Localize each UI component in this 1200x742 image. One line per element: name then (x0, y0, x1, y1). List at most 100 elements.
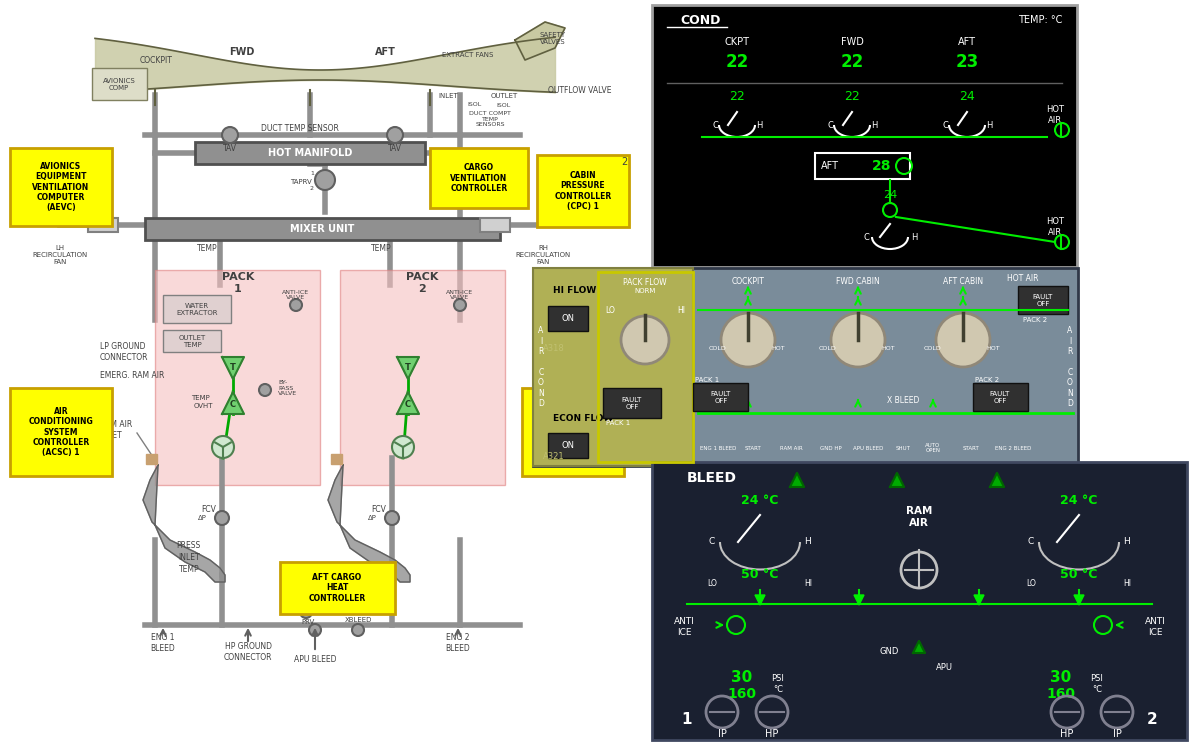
Polygon shape (515, 22, 565, 60)
Text: START: START (962, 445, 979, 450)
Text: AVIONICS
EQUIPMENT
VENTILATION
COMPUTER
(AEVC): AVIONICS EQUIPMENT VENTILATION COMPUTER … (32, 162, 90, 212)
Bar (598, 272, 692, 462)
Text: OUTFLOW VALVE: OUTFLOW VALVE (548, 85, 612, 94)
Polygon shape (890, 473, 904, 487)
Text: ISOL: ISOL (497, 102, 511, 108)
Text: LO: LO (605, 306, 614, 315)
Text: AFT CABIN: AFT CABIN (943, 277, 983, 286)
Text: AFT: AFT (374, 47, 396, 57)
Text: HOT
AIR: HOT AIR (1046, 217, 1064, 237)
Polygon shape (222, 392, 244, 414)
Text: ISOL: ISOL (468, 102, 482, 107)
Polygon shape (222, 357, 244, 379)
Bar (973, 383, 1028, 411)
Circle shape (259, 384, 271, 396)
Text: C: C (827, 120, 833, 130)
Text: C: C (404, 399, 412, 409)
Circle shape (830, 313, 884, 367)
Text: 1: 1 (310, 171, 314, 176)
Text: 22: 22 (840, 53, 864, 71)
Text: 23: 23 (955, 53, 979, 71)
Text: TEMP: TEMP (179, 565, 200, 574)
Polygon shape (1074, 595, 1084, 605)
Text: SAFETY
VALVES: SAFETY VALVES (540, 31, 566, 45)
Text: A321: A321 (542, 451, 565, 461)
Text: TEMP: °C: TEMP: °C (1018, 15, 1062, 25)
Bar (340, 270, 505, 485)
Bar (602, 388, 661, 418)
Text: 22: 22 (730, 90, 745, 102)
Text: FWD: FWD (840, 37, 864, 47)
Text: C: C (230, 399, 236, 409)
Text: FAULT
OFF: FAULT OFF (622, 396, 642, 410)
Circle shape (392, 436, 414, 458)
Text: BY-
PASS
VALVE: BY- PASS VALVE (278, 380, 298, 396)
Text: DUCT COMPT: DUCT COMPT (469, 111, 511, 116)
Text: ΔP: ΔP (368, 515, 377, 521)
Text: IP: IP (718, 729, 726, 739)
Polygon shape (146, 454, 157, 464)
Text: ENG 1
BLEED: ENG 1 BLEED (151, 634, 175, 653)
Text: A
I
R
 
C
O
N
D: A I R C O N D (1067, 326, 1073, 408)
Text: PACK 1: PACK 1 (695, 377, 719, 383)
Text: HP: HP (766, 729, 779, 739)
Bar (533, 268, 692, 466)
Text: AIR
CONDITIONING
SYSTEM
CONTROLLER
(ACSC) 1: AIR CONDITIONING SYSTEM CONTROLLER (ACSC… (29, 407, 94, 457)
Text: FCV: FCV (371, 505, 386, 514)
Circle shape (290, 299, 302, 311)
Circle shape (352, 624, 364, 636)
Text: HOT: HOT (986, 346, 1000, 350)
Circle shape (314, 170, 335, 190)
Text: CABIN
PRESSURE
CONTROLLER
(CPC) 1: CABIN PRESSURE CONTROLLER (CPC) 1 (554, 171, 612, 211)
Polygon shape (990, 473, 1004, 487)
Circle shape (622, 316, 670, 364)
Text: ANTI-ICE
VALVE: ANTI-ICE VALVE (282, 289, 310, 301)
Text: 160: 160 (727, 687, 756, 701)
Bar (10, 148, 112, 226)
Text: 2: 2 (620, 157, 628, 167)
Text: 28: 28 (872, 159, 892, 173)
Text: ENG 1 BLEED: ENG 1 BLEED (700, 445, 736, 450)
Text: BLEED: BLEED (686, 471, 737, 485)
Bar (92, 68, 148, 100)
Text: EXTRACT FANS: EXTRACT FANS (443, 52, 493, 58)
Text: TEMP: TEMP (371, 243, 392, 252)
Text: OUTLET: OUTLET (491, 93, 517, 99)
Text: 1: 1 (682, 712, 692, 727)
Text: RAM AIR
INLET: RAM AIR INLET (100, 420, 132, 440)
Text: ON: ON (562, 441, 575, 450)
Text: C: C (1028, 537, 1034, 547)
Text: ENG 2 BLEED: ENG 2 BLEED (995, 445, 1031, 450)
Text: 30: 30 (731, 669, 752, 685)
Text: H: H (986, 120, 992, 130)
Text: HI: HI (1123, 580, 1130, 588)
Bar (692, 383, 748, 411)
Text: MIXER UNIT: MIXER UNIT (290, 224, 354, 234)
Text: SHUT: SHUT (895, 445, 911, 450)
Text: LP GROUND
CONNECTOR: LP GROUND CONNECTOR (100, 342, 149, 361)
Text: ANTI
ICE: ANTI ICE (1145, 617, 1165, 637)
Circle shape (936, 313, 990, 367)
Text: HI FLOW: HI FLOW (553, 286, 596, 295)
Text: CKPT: CKPT (725, 37, 750, 47)
Text: LO: LO (707, 580, 716, 588)
Text: GND HP: GND HP (820, 445, 842, 450)
Text: H: H (911, 232, 917, 241)
Bar (155, 270, 320, 485)
Text: XBLEED: XBLEED (344, 617, 372, 623)
Circle shape (386, 127, 403, 143)
Text: 160: 160 (1046, 687, 1075, 701)
Text: ON: ON (562, 314, 575, 323)
Text: 2: 2 (310, 186, 314, 191)
Text: INLET: INLET (179, 554, 200, 562)
Text: 24 °C: 24 °C (742, 493, 779, 507)
Bar (652, 462, 1187, 740)
Text: H: H (1123, 537, 1130, 547)
Text: OVHT: OVHT (193, 403, 214, 409)
Text: 24 °C: 24 °C (1061, 493, 1098, 507)
Bar (533, 268, 1078, 466)
Bar (430, 148, 528, 208)
Text: 50 °C: 50 °C (742, 568, 779, 580)
Text: 24: 24 (959, 90, 974, 102)
Text: INLET: INLET (438, 93, 458, 99)
